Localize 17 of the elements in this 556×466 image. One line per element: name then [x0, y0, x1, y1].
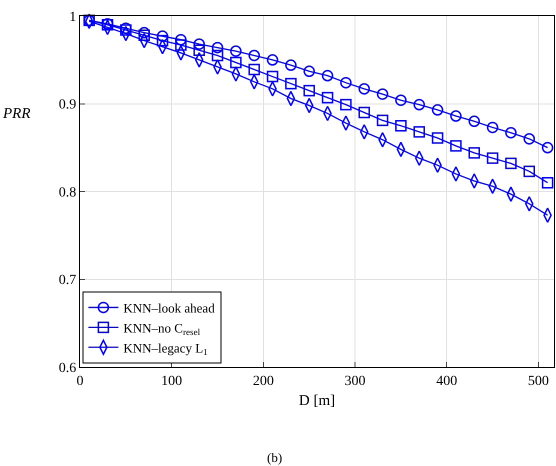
x-axis-title: D [m] — [298, 392, 336, 409]
x-tick-label: 100 — [161, 374, 182, 389]
x-tick-label: 300 — [344, 374, 366, 389]
x-tick-label: 400 — [436, 374, 458, 389]
legend-label: KNN–look ahead — [123, 300, 216, 316]
y-tick-label: 0.7 — [58, 273, 76, 288]
x-tick-label: 0 — [76, 374, 84, 389]
legend-label: KNN–no C$_{resel}$ — [123, 320, 201, 338]
x-tick-label: 200 — [252, 374, 274, 389]
y-tick-label: 0.6 — [58, 360, 76, 376]
legend-label: KNN–legacy L$_{1}$ — [123, 340, 208, 358]
y-tick-label: 0.9 — [58, 98, 76, 113]
y-axis-title: PRR — [2, 106, 30, 122]
y-tick-label: 1 — [69, 10, 76, 25]
y-tick-label: 0.8 — [58, 185, 76, 200]
text: (b) — [267, 450, 282, 465]
x-tick-label: 500 — [528, 374, 549, 389]
